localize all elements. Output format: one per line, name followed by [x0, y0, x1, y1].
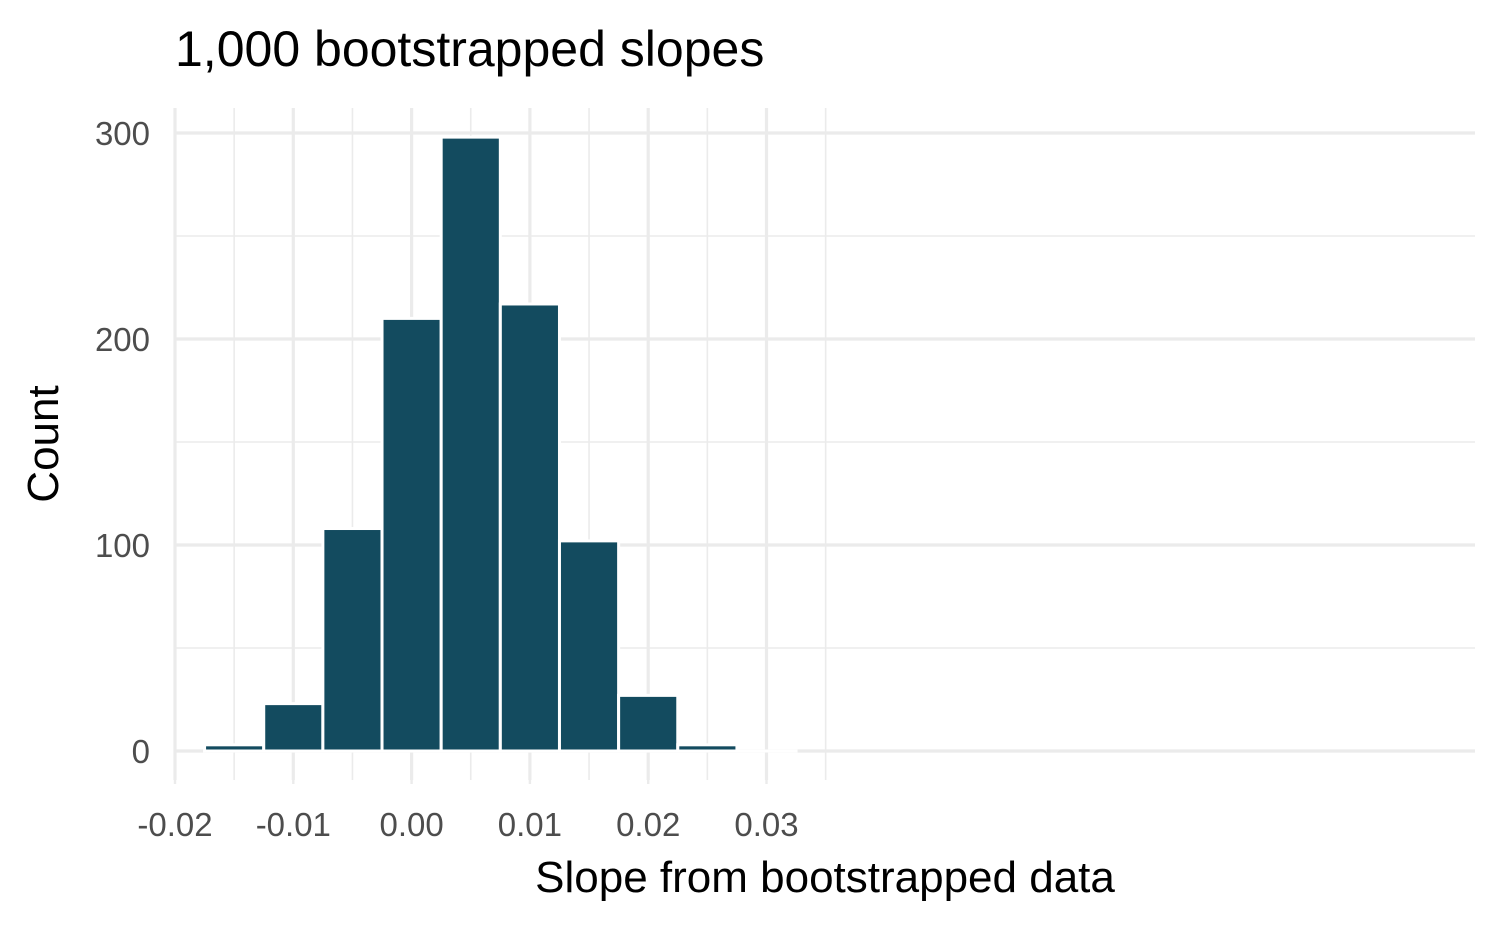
x-tick-label: 0.03 [734, 806, 798, 843]
y-tick-label: 300 [95, 115, 150, 152]
x-tick-label: 0.00 [379, 806, 443, 843]
y-tick-label: 200 [95, 321, 150, 358]
histogram-bar [617, 693, 680, 753]
histogram-bar [321, 527, 384, 753]
y-tick-label: 100 [95, 527, 150, 564]
x-tick-label: 0.02 [616, 806, 680, 843]
tick-layer: -0.02 -0.01 0.00 0.01 0.02 0.03 0 100 200 300 [95, 115, 799, 843]
histogram-bar [203, 743, 266, 753]
histogram-bar [676, 743, 739, 753]
y-tick-label: 0 [132, 733, 150, 770]
x-tick-label: 0.01 [498, 806, 562, 843]
histogram-bar [498, 302, 561, 753]
histogram-bar [380, 316, 443, 753]
x-tick-label: -0.02 [137, 806, 212, 843]
x-tick-label: -0.01 [256, 806, 331, 843]
chart-title: 1,000 bootstrapped slopes [175, 21, 764, 77]
histogram-bar [262, 702, 325, 753]
y-axis-title: Count [19, 385, 68, 502]
histogram-bar [557, 539, 621, 753]
x-axis-title: Slope from bootstrapped data [535, 853, 1115, 902]
histogram-bar [439, 135, 502, 753]
bar-layer [203, 135, 798, 753]
